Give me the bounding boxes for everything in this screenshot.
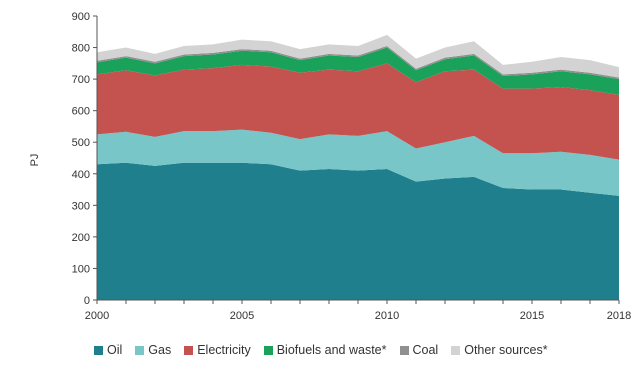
legend-item-biofuels-and-waste: Biofuels and waste* (263, 343, 387, 357)
x-tick-label: 2005 (230, 310, 254, 322)
y-axis-label: PJ (29, 154, 41, 167)
legend-swatch (184, 345, 194, 355)
legend-swatch (94, 345, 103, 355)
legend-swatch (399, 345, 409, 355)
y-tick-label: 500 (72, 137, 90, 149)
y-tick-label: 400 (72, 169, 90, 181)
y-tick-label: 300 (72, 200, 90, 212)
area-series-electricity (97, 63, 619, 160)
y-tick-label: 600 (72, 106, 90, 118)
legend-label: Biofuels and waste* (276, 343, 387, 357)
legend-label: Electricity (197, 343, 251, 357)
area-series-oil (97, 162, 619, 300)
legend-item-coal: Coal (399, 343, 439, 357)
legend-label: Other sources* (464, 343, 548, 357)
legend-item-electricity: Electricity (184, 343, 251, 357)
legend: Oil Gas Electricity Biofuels and waste* Coal… (94, 343, 561, 357)
y-tick-label: 700 (72, 74, 90, 86)
legend-label: Coal (412, 343, 439, 357)
legend-item-oil: Oil (94, 343, 122, 357)
legend-label: Gas (148, 343, 172, 357)
legend-swatch (263, 345, 273, 355)
area-series-other-sources (97, 34, 619, 78)
x-tick-label: 2010 (375, 310, 399, 322)
x-tick-label: 2000 (85, 310, 109, 322)
legend-swatch (451, 345, 461, 355)
legend-item-gas: Gas (135, 343, 171, 357)
y-tick-label: 0 (84, 295, 90, 307)
legend-label: Oil (107, 343, 123, 357)
area-layers (97, 34, 619, 300)
y-tick-label: 200 (72, 232, 90, 244)
x-tick-label: 2018 (607, 310, 631, 322)
legend-item-other-sources: Other sources* (451, 343, 548, 357)
y-tick-label: 900 (72, 11, 90, 23)
x-tick-label: 2015 (520, 310, 544, 322)
area-series-gas (97, 129, 619, 196)
y-tick-label: 100 (72, 263, 90, 275)
y-tick-label: 800 (72, 43, 90, 55)
legend-swatch (135, 345, 145, 355)
area-series-biofuels-and-waste (97, 47, 619, 95)
y-ticks: 0 100 200 300 400 500 600 700 800 900 (72, 11, 97, 307)
x-ticks: 2000 2005 2010 2015 2018 (85, 300, 631, 322)
